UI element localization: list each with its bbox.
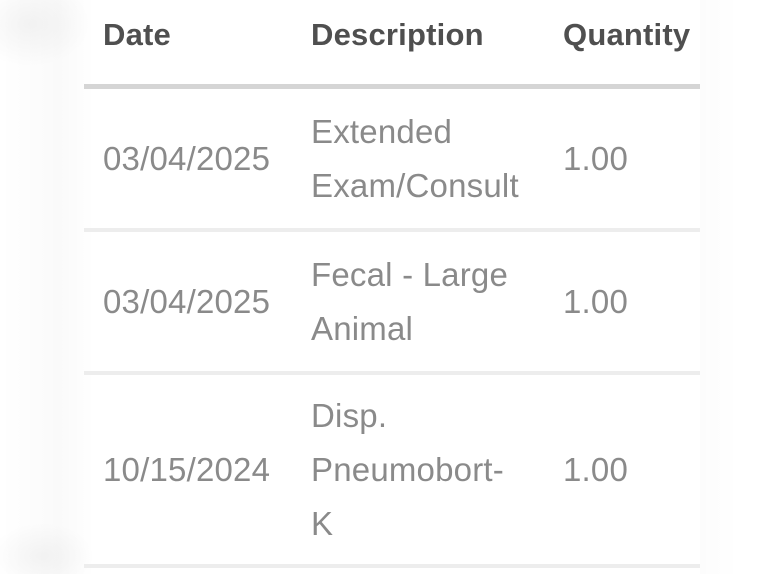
description-text: Extended Exam/Consult [311, 112, 519, 204]
row-description: Fecal - Large Animal [311, 248, 563, 356]
row-date: 03/04/2025 [103, 282, 271, 320]
line-items-table: Date Description Quantity 03/04/2025 Ext… [84, 0, 700, 568]
row-quantity: 1.00 [563, 450, 629, 488]
description-text: Fecal - Large Animal [311, 255, 509, 347]
row-date: 03/04/2025 [103, 139, 271, 177]
column-header-quantity: Quantity [563, 17, 691, 52]
table-header-row: Date Description Quantity [84, 0, 700, 89]
left-margin-shading [0, 0, 95, 574]
row-date: 10/15/2024 [103, 450, 271, 488]
description-text: Disp. Pneumobort- K [311, 396, 504, 542]
table-row: 03/04/2025 Extended Exam/Consult 1.00 [84, 89, 700, 232]
row-description: Disp. Pneumobort- K [311, 389, 563, 551]
column-header-date: Date [103, 17, 171, 52]
row-quantity: 1.00 [563, 282, 629, 320]
row-description: Extended Exam/Consult [311, 105, 563, 213]
table-row: 10/15/2024 Disp. Pneumobort- K 1.00 [84, 375, 700, 568]
table-row: 03/04/2025 Fecal - Large Animal 1.00 [84, 232, 700, 375]
column-header-description: Description [311, 17, 484, 52]
row-quantity: 1.00 [563, 139, 629, 177]
right-margin-shading [700, 0, 766, 574]
